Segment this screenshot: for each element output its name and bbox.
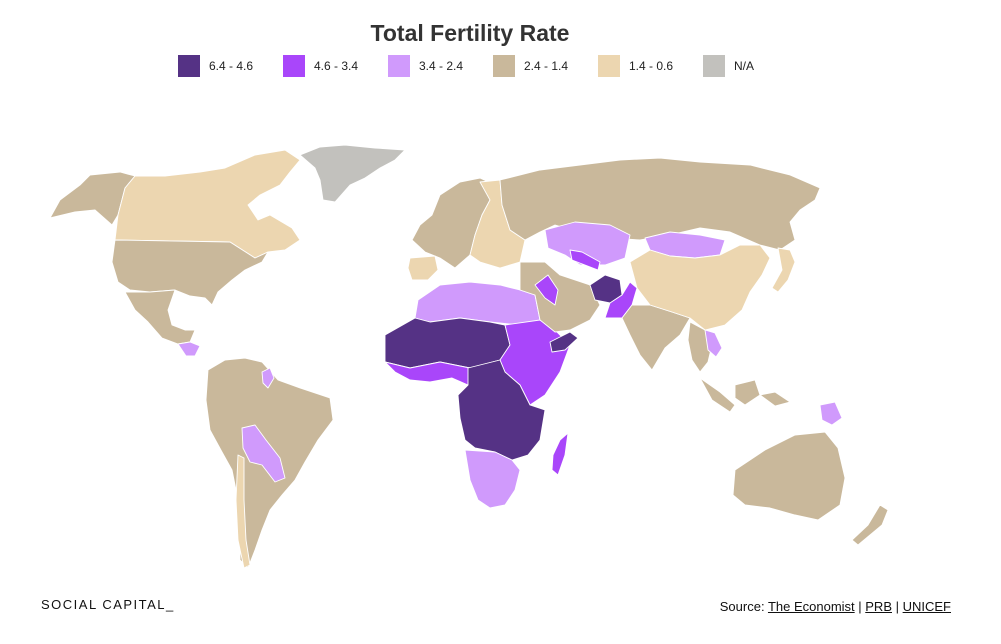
region-laos-cambodia[interactable] [704, 329, 723, 358]
region-central-america[interactable] [177, 341, 201, 357]
region-west-africa-coast[interactable] [384, 361, 471, 386]
legend-item: 2.4 - 1.4 [493, 55, 598, 77]
legend-swatch [493, 55, 515, 77]
legend-item: 3.4 - 2.4 [388, 55, 493, 77]
legend-swatch [178, 55, 200, 77]
legend-label: 6.4 - 4.6 [209, 59, 254, 73]
legend-swatch [598, 55, 620, 77]
legend-label: 4.6 - 3.4 [314, 59, 359, 73]
region-iberia[interactable] [407, 255, 439, 281]
region-china[interactable] [629, 244, 771, 331]
legend-label: 2.4 - 1.4 [524, 59, 569, 73]
legend-swatch [283, 55, 305, 77]
brand-logo: SOCIAL CAPITAL_ [41, 597, 175, 612]
region-yemen[interactable] [549, 331, 579, 353]
region-chile[interactable] [235, 454, 251, 569]
source-link-prb[interactable]: PRB [865, 599, 892, 614]
region-madagascar[interactable] [551, 432, 569, 476]
legend-label: 1.4 - 0.6 [629, 59, 674, 73]
region-indonesia[interactable] [699, 377, 791, 413]
map-title: Total Fertility Rate [370, 20, 570, 46]
source-separator: | [892, 599, 903, 614]
region-central-africa[interactable] [457, 359, 546, 461]
region-iraq[interactable] [534, 274, 559, 306]
legend-item: 4.6 - 3.4 [283, 55, 388, 77]
region-japan[interactable] [771, 247, 796, 293]
region-bolivia-paraguay[interactable] [241, 424, 286, 483]
legend-swatch [703, 55, 725, 77]
legend-label: N/A [734, 59, 755, 73]
region-new-zealand[interactable] [851, 504, 889, 546]
region-sahel[interactable] [384, 317, 511, 369]
legend-swatch [388, 55, 410, 77]
region-middle-east[interactable] [519, 261, 601, 333]
region-greenland[interactable] [299, 144, 406, 203]
region-uzbekistan[interactable] [569, 249, 601, 271]
legend-item: N/A [703, 55, 808, 77]
legend: 6.4 - 4.6 4.6 - 3.4 3.4 - 2.4 2.4 - 1.4 … [178, 55, 808, 77]
source-separator: | [854, 599, 866, 614]
source-link-unicef[interactable]: UNICEF [902, 599, 951, 614]
region-australia[interactable] [732, 431, 846, 521]
legend-item: 6.4 - 4.6 [178, 55, 283, 77]
region-india[interactable] [621, 304, 691, 371]
region-central-asia[interactable] [544, 221, 631, 266]
legend-item: 1.4 - 0.6 [598, 55, 703, 77]
source-link-economist[interactable]: The Economist [767, 599, 855, 614]
region-guyana[interactable] [261, 367, 275, 389]
region-southern-africa[interactable] [464, 449, 521, 509]
legend-label: 3.4 - 2.4 [419, 59, 464, 73]
source-prefix: Source: [719, 599, 768, 614]
source-credits: Source: The Economist | PRB | UNICEF [720, 599, 951, 614]
region-mexico[interactable] [124, 289, 196, 345]
region-papua-new-guinea[interactable] [819, 401, 843, 426]
region-pakistan[interactable] [604, 281, 638, 319]
region-usa[interactable] [111, 239, 269, 306]
